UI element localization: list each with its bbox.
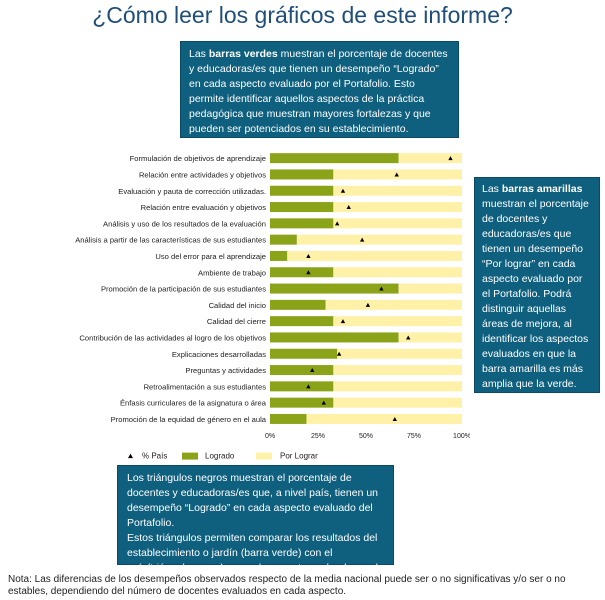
bar-logrado	[270, 267, 334, 278]
category-label: Promoción de la equidad de género en el …	[111, 415, 267, 424]
bar-logrado	[270, 234, 297, 245]
bar-logrado	[270, 365, 334, 376]
callout-yellow-bold: barras amarillas	[501, 183, 583, 195]
x-tick-label: 50%	[359, 433, 373, 440]
legend-swatch-logrado	[182, 452, 198, 460]
callout-yellow-post: muestran el porcentaje de docentes y edu…	[482, 198, 589, 390]
bar-por-lograr	[333, 218, 462, 229]
pais-marker	[392, 416, 397, 421]
legend-label-por-lograr: Por Lograr	[280, 452, 318, 461]
callout-triangle-p2: Estos triángulos permiten comparar los r…	[127, 532, 379, 589]
category-label: Análisis y uso de los resultados de la e…	[103, 219, 266, 228]
bar-por-lograr	[398, 153, 462, 164]
pais-marker	[394, 172, 399, 177]
pais-marker	[336, 351, 342, 356]
category-label: Relación entre evaluación y objetivos	[141, 203, 267, 212]
bar-por-lograr	[333, 185, 462, 196]
bar-logrado	[270, 299, 326, 310]
pais-marker	[365, 302, 371, 307]
bar-logrado	[270, 413, 307, 424]
category-label: Relación entre actividades y objetivos	[139, 170, 266, 179]
pais-marker	[340, 319, 346, 324]
x-tick-label: 0%	[265, 433, 275, 440]
bar-por-lograr	[325, 299, 462, 310]
category-label: Preguntas y actividades	[185, 366, 266, 375]
callout-triangles: Los triángulos negros muestran el porcen…	[117, 465, 394, 589]
pais-marker	[340, 188, 346, 193]
bar-por-lograr	[398, 283, 462, 294]
bar-por-lograr	[333, 316, 462, 327]
callout-green-post: muestran el porcentaje de docentes y edu…	[189, 48, 448, 135]
bar-por-lograr	[333, 267, 462, 278]
pais-marker	[406, 335, 411, 340]
bar-por-lograr	[296, 234, 462, 245]
bar-por-lograr	[333, 397, 462, 408]
x-tick-label: 100%	[453, 433, 470, 440]
pais-marker	[379, 286, 384, 291]
bar-por-lograr	[333, 365, 462, 376]
bar-logrado	[270, 218, 334, 229]
callout-yellow-bars: Las barras amarillas muestran el porcent…	[474, 177, 600, 393]
category-label: Uso del error para el aprendizaje	[155, 252, 266, 261]
bar-logrado	[270, 202, 334, 213]
category-label: Énfasis curriculares de la asignatura o …	[120, 399, 267, 408]
bar-por-lograr	[333, 202, 462, 213]
page-title: ¿Cómo leer los gráficos de este informe?	[92, 2, 513, 28]
bar-logrado	[270, 381, 334, 392]
bar-logrado	[270, 153, 399, 164]
legend-label-logrado: Logrado	[205, 452, 235, 461]
category-label: Retroalimentación a sus estudiantes	[144, 382, 267, 391]
bar-logrado	[270, 332, 399, 343]
legend-label-pais: % País	[142, 452, 167, 461]
category-label: Ambiente de trabajo	[198, 268, 266, 277]
legend-pais-marker	[128, 453, 133, 459]
bar-logrado	[270, 397, 334, 408]
pais-marker	[306, 384, 311, 389]
x-tick-label: 75%	[407, 433, 421, 440]
bar-logrado	[270, 348, 338, 359]
pais-marker	[448, 156, 453, 161]
chart: Formulación de objetivos de aprendizaje R…	[75, 153, 470, 461]
footnote: Nota: Las diferencias de los desempeños …	[8, 574, 566, 597]
callout-triangle-p1: Los triángulos negros muestran el porcen…	[127, 472, 379, 529]
pais-marker	[306, 270, 311, 275]
bar-logrado	[270, 185, 334, 196]
category-label: Promoción de la participación de sus est…	[101, 285, 266, 294]
bar-por-lograr	[333, 381, 462, 392]
bar-logrado	[270, 283, 399, 294]
bar-logrado	[270, 316, 334, 327]
callout-green-pre: Las	[189, 48, 209, 60]
pais-marker	[310, 368, 315, 373]
bar-por-lograr	[287, 250, 462, 261]
category-label: Calidad del inicio	[209, 301, 266, 310]
category-label: Formulación de objetivos de aprendizaje	[130, 154, 266, 163]
callout-green-bold: barras verdes	[208, 48, 278, 60]
bar-por-lograr	[337, 348, 462, 359]
category-label: Evaluación y pauta de corrección utiliza…	[118, 187, 266, 196]
x-tick-label: 25%	[311, 433, 325, 440]
pais-marker	[321, 400, 326, 405]
bar-por-lograr	[306, 413, 462, 424]
callout-yellow-pre: Las	[482, 183, 502, 195]
category-label: Análisis a partir de las características…	[75, 236, 266, 245]
category-label: Calidad del cierre	[207, 317, 266, 326]
pais-marker	[335, 221, 340, 226]
pais-marker	[359, 237, 365, 242]
legend-swatch-por-lograr	[256, 452, 272, 460]
bar-logrado	[270, 169, 334, 180]
bar-por-lograr	[398, 332, 462, 343]
callout-green-bars: Las barras verdes muestran el porcentaje…	[180, 41, 459, 138]
category-label: Explicaciones desarrolladas	[172, 350, 266, 359]
pais-marker	[306, 253, 311, 258]
category-label: Contribución de las actividades al logro…	[79, 333, 266, 342]
bar-logrado	[270, 250, 288, 261]
pais-marker	[346, 205, 351, 210]
